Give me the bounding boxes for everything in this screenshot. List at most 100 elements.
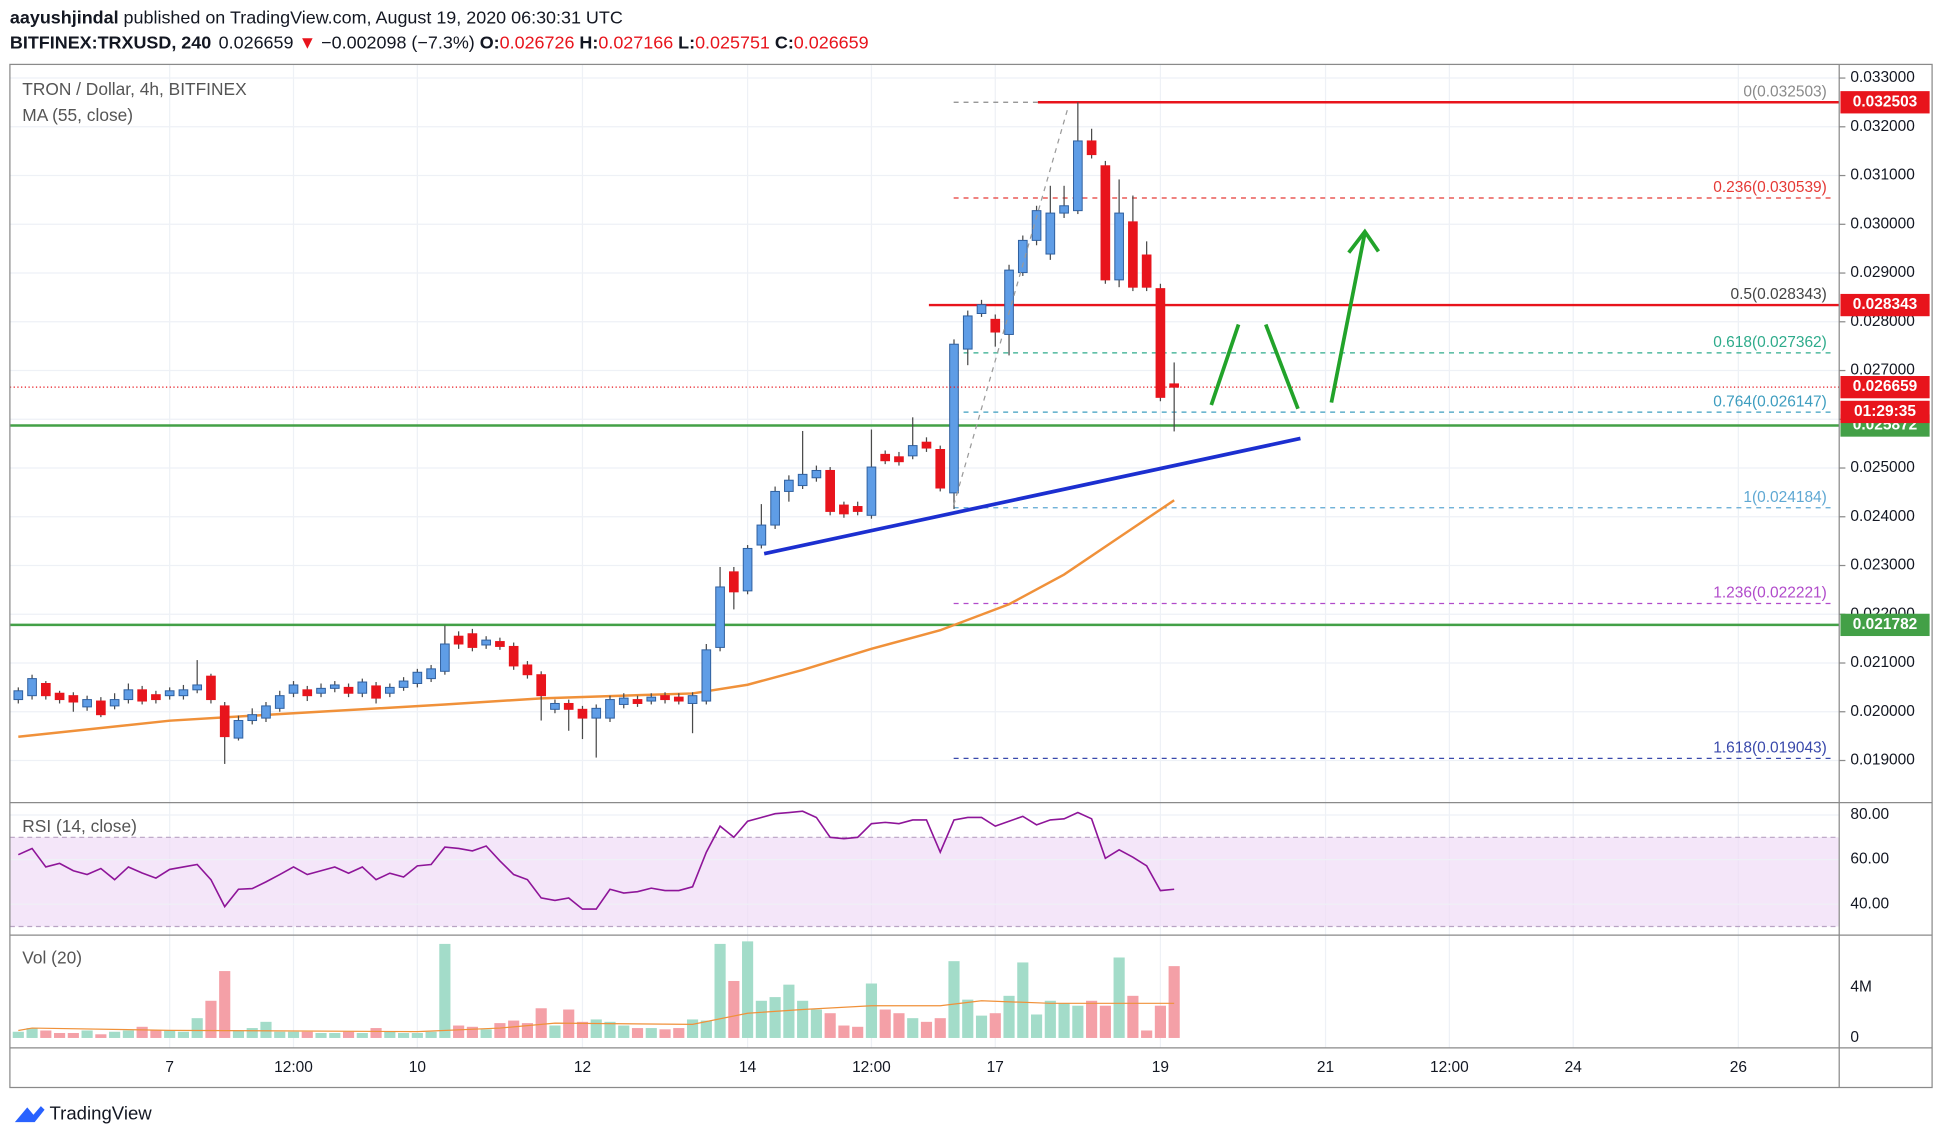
- x-tick-label: 26: [1730, 1059, 1747, 1076]
- volume-bar: [962, 999, 974, 1038]
- volume-bar: [1168, 966, 1180, 1038]
- candle-body: [1100, 165, 1111, 281]
- volume-bar: [576, 1021, 589, 1038]
- y-tick-label: 0.023000: [1850, 557, 1915, 574]
- volume-bar: [590, 1019, 602, 1038]
- candle-body: [921, 441, 932, 449]
- volume-bar: [1086, 1000, 1098, 1038]
- candle-body: [866, 466, 877, 516]
- x-tick-label: 12:00: [852, 1059, 891, 1076]
- y-tick-label: 0.032000: [1850, 118, 1915, 135]
- volume-bar: [398, 1033, 410, 1038]
- candle-body: [660, 695, 670, 701]
- candle-body: [219, 705, 230, 738]
- author: aayushjindal: [10, 7, 119, 27]
- candle-body: [1059, 205, 1069, 214]
- candle-body: [687, 695, 698, 704]
- candle-body: [357, 681, 368, 694]
- candle-body: [151, 694, 161, 701]
- volume-bar: [287, 1031, 300, 1038]
- volume-bar: [122, 1030, 134, 1038]
- candle-body: [316, 687, 326, 694]
- candle-body: [852, 506, 863, 512]
- volume-bar: [797, 1000, 809, 1038]
- x-tick-label: 12:00: [274, 1059, 313, 1076]
- low-key: L:: [678, 32, 695, 52]
- volume-bar: [686, 1019, 699, 1038]
- candle-body: [756, 524, 767, 546]
- candle-body: [206, 675, 216, 701]
- volume-bar: [549, 1025, 561, 1038]
- volume-bar: [425, 1031, 437, 1038]
- arrow-head: [1347, 228, 1381, 254]
- volume-bar: [260, 1021, 272, 1038]
- volume-bar: [742, 941, 754, 1038]
- volume-bar: [95, 1034, 107, 1038]
- candle-body: [192, 684, 203, 691]
- candle-body: [27, 678, 37, 697]
- x-tick-label: 19: [1152, 1059, 1169, 1076]
- candle-body: [508, 645, 519, 667]
- candle-body: [632, 699, 643, 704]
- annotations: [763, 108, 1381, 556]
- volume-bar: [494, 1023, 506, 1038]
- candle-body: [1086, 140, 1097, 156]
- volume-bar: [1099, 1005, 1111, 1038]
- volume-bar: [948, 961, 960, 1038]
- y-tick-label: 0.033000: [1850, 69, 1915, 86]
- candle-body: [1004, 269, 1014, 335]
- ma-legend: MA (55, close): [22, 105, 133, 125]
- volume-bar: [1127, 995, 1139, 1038]
- volume-bar: [920, 1021, 933, 1038]
- volume-bar: [934, 1018, 946, 1038]
- high-key: H:: [579, 32, 598, 52]
- candle-body: [701, 649, 712, 702]
- ma-line: [18, 499, 1175, 738]
- candle-body: [371, 685, 381, 699]
- candle-body: [605, 699, 615, 719]
- volume-bar: [975, 1015, 988, 1038]
- volume-ma-line: [18, 1000, 1175, 1033]
- volume-bar: [989, 1013, 1001, 1038]
- rsi-tick-label: 60.00: [1850, 851, 1889, 868]
- last-price: 0.026659: [219, 32, 294, 52]
- volume-bar: [907, 1018, 919, 1038]
- candle-body: [811, 469, 822, 479]
- candle-body: [1141, 254, 1152, 288]
- candle-body: [109, 699, 120, 707]
- y-tick-label: 0.027000: [1850, 362, 1915, 379]
- candle-body: [907, 445, 918, 457]
- candle-body: [233, 720, 244, 739]
- candle-body: [137, 689, 147, 702]
- candle-body: [770, 490, 780, 526]
- volume-bar: [673, 1028, 685, 1038]
- candle-body: [646, 696, 657, 702]
- fib-label: 0(0.032503): [1743, 83, 1826, 100]
- level-price-label-box: [1840, 613, 1930, 637]
- candle-body: [398, 680, 409, 688]
- volume-bar: [755, 1000, 767, 1038]
- close-value: 0.026659: [794, 32, 869, 52]
- candle-body: [467, 633, 478, 648]
- grid: [9, 64, 1840, 1048]
- volume-bar: [54, 1033, 66, 1038]
- volume-bar: [164, 1030, 176, 1038]
- frame: [9, 63, 1933, 1089]
- candle-body: [591, 707, 602, 719]
- candle-body: [82, 699, 92, 708]
- volume-bar: [191, 1018, 203, 1038]
- volume-bar: [824, 1013, 836, 1038]
- candle-body: [522, 664, 533, 676]
- arrow-path: [1264, 323, 1300, 410]
- brand: TradingView: [50, 1103, 153, 1124]
- volume-bar: [618, 1025, 630, 1038]
- x-tick-label: 12: [574, 1059, 591, 1076]
- volume-bar: [508, 1020, 520, 1038]
- arrow-path: [1329, 232, 1367, 403]
- candle-body: [247, 714, 258, 722]
- y-tick-label: 0.020000: [1850, 703, 1915, 720]
- y-tick-label: 0.025000: [1850, 459, 1915, 476]
- volume-bar: [714, 943, 726, 1038]
